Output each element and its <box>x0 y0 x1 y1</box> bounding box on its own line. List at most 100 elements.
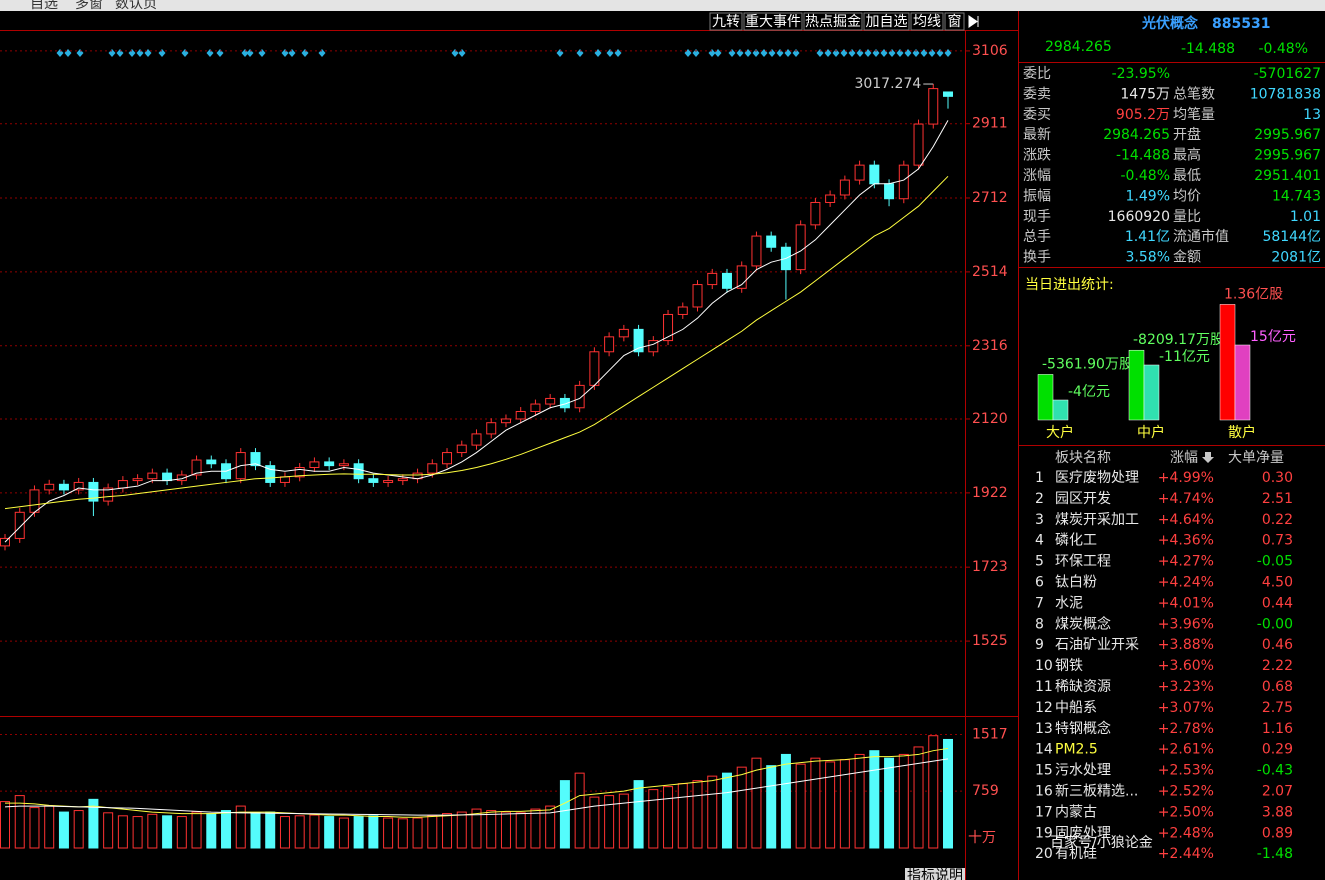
sector-change: +3.96% <box>1158 616 1214 632</box>
stat-value: -0.48% <box>1120 168 1170 184</box>
stat-label: 振幅 <box>1023 188 1051 204</box>
volume-bar <box>117 815 128 849</box>
candle-body <box>545 397 556 405</box>
stat-label: 委买 <box>1023 107 1051 123</box>
sector-name[interactable]: 煤炭概念 <box>1055 615 1111 632</box>
stat-label: 涨幅 <box>1023 168 1051 184</box>
candle-body <box>471 433 482 446</box>
toolbar-button[interactable] <box>863 12 910 31</box>
sector-index: 6 <box>1035 575 1044 591</box>
volume-bar <box>14 795 25 849</box>
candle-body <box>751 235 762 267</box>
sector-index: 1 <box>1035 470 1044 486</box>
toolbar-label[interactable]: 九转 <box>712 14 740 30</box>
candle-body <box>869 164 880 185</box>
volume-bar <box>589 796 600 849</box>
footer-label[interactable]: 指标说明 <box>907 868 963 880</box>
sector-name[interactable]: 稀缺资源 <box>1055 679 1111 695</box>
candle-body <box>132 478 143 482</box>
candle-body <box>324 461 335 467</box>
volume-bar <box>383 817 394 849</box>
toolbar-label[interactable]: 热点掘金 <box>805 14 861 30</box>
volume-bar <box>29 807 40 849</box>
candle-body <box>500 418 511 424</box>
sector-name[interactable]: 固废处理 <box>1055 825 1111 841</box>
sector-name[interactable]: 污水处理 <box>1055 763 1111 779</box>
candle-body <box>574 384 585 409</box>
volume-bar <box>500 811 511 849</box>
toolbar-button[interactable] <box>910 12 944 31</box>
candle-body <box>810 201 821 226</box>
footer-button[interactable] <box>905 868 965 880</box>
sector-name[interactable]: 钛白粉 <box>1055 575 1097 591</box>
toolbar-label[interactable]: 窗 <box>948 13 962 30</box>
menu-item[interactable]: 自选 <box>30 0 58 12</box>
toolbar-arrow[interactable] <box>968 15 979 28</box>
flow-money-bar <box>1052 399 1069 421</box>
candle-body <box>692 284 703 308</box>
sector-change: +2.52% <box>1158 784 1214 800</box>
sector-name[interactable]: 有机硅 <box>1055 846 1097 862</box>
menu-item[interactable]: 数认页 <box>115 0 157 12</box>
volume-bar <box>324 816 335 849</box>
candle-body <box>88 481 99 502</box>
candle-body <box>677 306 688 315</box>
toolbar-label[interactable]: 加自选 <box>866 14 908 30</box>
candle-body <box>766 235 777 248</box>
sector-index: 7 <box>1035 595 1044 611</box>
volume-bar <box>206 813 217 849</box>
volume-bar <box>721 772 732 849</box>
sector-name[interactable]: 新三板精选... <box>1055 784 1138 800</box>
volume-unit: 十万 <box>968 830 996 846</box>
volume-bar <box>309 814 320 849</box>
candle-body <box>265 465 276 483</box>
sector-name[interactable]: 磷化工 <box>1055 533 1097 549</box>
sector-name[interactable]: 煤炭开采加工 <box>1055 512 1139 528</box>
candle-body <box>736 265 747 289</box>
sector-name[interactable]: 园区开发 <box>1055 491 1111 507</box>
sector-name[interactable]: 医疗废物处理 <box>1055 470 1139 486</box>
quote-pct: -0.48% <box>1258 41 1308 57</box>
stat-label: 涨跌 <box>1023 148 1051 164</box>
toolbar-label[interactable]: 重大事件 <box>745 14 801 30</box>
sector-name[interactable]: 内蒙古 <box>1055 804 1097 820</box>
volume-bar <box>839 759 850 849</box>
toolbar-button[interactable] <box>944 12 965 31</box>
moving-average <box>4 175 949 510</box>
sector-index: 5 <box>1035 554 1044 570</box>
flow-money-label: -4亿元 <box>1068 384 1110 400</box>
volume-bar <box>810 757 821 849</box>
toolbar-label[interactable]: 均线 <box>913 14 941 30</box>
volume-bar <box>692 780 703 849</box>
sector-name[interactable]: 中船系 <box>1055 700 1097 716</box>
candle-body <box>854 164 865 181</box>
volume-bar <box>58 811 69 849</box>
candle-body <box>250 452 261 467</box>
sector-change: +2.61% <box>1158 742 1214 758</box>
candle-body <box>795 224 806 271</box>
stat-value: 905.2万 <box>1116 107 1170 123</box>
sector-name[interactable]: 环保工程 <box>1055 554 1111 570</box>
sector-header: 板块名称 <box>1055 450 1111 466</box>
sector-name[interactable]: 石油矿业开采 <box>1055 637 1139 653</box>
sector-net: 3.88 <box>1262 804 1293 820</box>
sector-name[interactable]: 钢铁 <box>1055 658 1083 674</box>
sector-name[interactable]: PM2.5 <box>1055 742 1098 758</box>
toolbar-button[interactable] <box>743 12 803 31</box>
sector-change: +4.01% <box>1158 595 1214 611</box>
toolbar-button[interactable] <box>803 12 863 31</box>
stat-label: 总手 <box>1023 229 1051 245</box>
candle-body <box>279 476 290 483</box>
volume-bar <box>427 815 438 849</box>
sector-name[interactable]: 特钢概念 <box>1055 720 1111 737</box>
sector-name[interactable]: 水泥 <box>1055 595 1083 611</box>
volume-bar <box>574 772 585 849</box>
sector-index: 12 <box>1035 700 1053 716</box>
menu-item[interactable]: 多窗 <box>75 0 103 12</box>
high-label: 3017.274 <box>854 76 921 92</box>
toolbar-button[interactable] <box>709 12 743 31</box>
y-tick-label: 2514 <box>972 264 1008 280</box>
volume-bar <box>486 810 497 849</box>
sector-header: 大单净量 <box>1228 450 1284 466</box>
